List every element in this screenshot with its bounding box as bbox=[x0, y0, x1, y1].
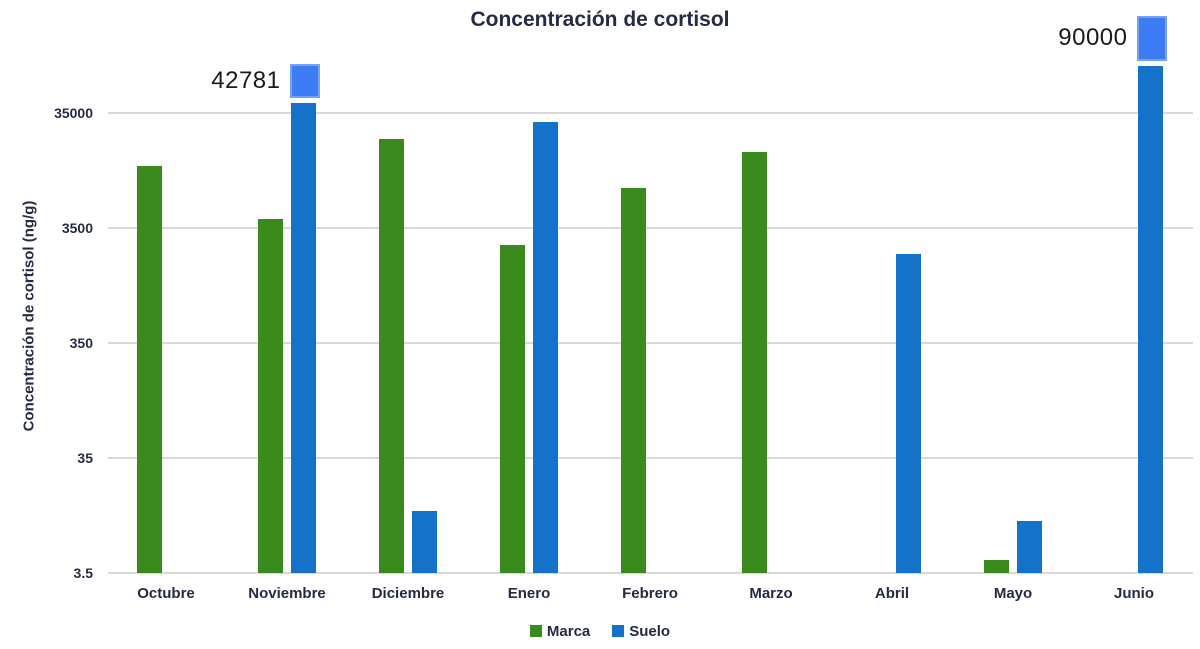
annotation-value-label: 90000 bbox=[1058, 24, 1128, 52]
bar-suelo-mayo bbox=[1017, 520, 1042, 573]
legend: Marca Suelo bbox=[0, 620, 1200, 642]
annotation-value-label: 42781 bbox=[211, 66, 281, 94]
x-axis-label: Diciembre bbox=[371, 585, 445, 602]
y-tick-label: 350 bbox=[69, 335, 93, 351]
bar-suelo-noviembre bbox=[291, 102, 316, 573]
legend-item-suelo: Suelo bbox=[612, 623, 670, 640]
chart-title: Concentración de cortisol bbox=[470, 8, 730, 31]
x-axis-label: Mayo bbox=[993, 585, 1033, 602]
gridline bbox=[108, 227, 1193, 229]
bar-marca-marzo bbox=[742, 152, 767, 573]
bar-marca-febrero bbox=[621, 187, 646, 573]
x-axis-label: Febrero bbox=[622, 585, 678, 602]
y-tick-label: 35000 bbox=[54, 105, 93, 121]
bar-marca-octubre bbox=[137, 166, 162, 573]
gridline bbox=[108, 457, 1193, 459]
x-axis-label: Marzo bbox=[749, 585, 793, 602]
gridline bbox=[108, 342, 1193, 344]
y-tick-label: 35 bbox=[77, 450, 93, 466]
x-axis-label: Enero bbox=[507, 585, 551, 602]
bar-suelo-diciembre bbox=[412, 511, 437, 573]
legend-swatch-suelo bbox=[612, 625, 625, 637]
bar-suelo-junio bbox=[1138, 65, 1163, 573]
y-tick-label: 3.5 bbox=[73, 565, 93, 581]
x-axis-label: Junio bbox=[1114, 585, 1154, 602]
x-axis-line bbox=[108, 572, 1193, 574]
x-axis-label: Octubre bbox=[137, 585, 195, 602]
legend-item-marca: Marca bbox=[529, 622, 591, 640]
y-tick-label: 3500 bbox=[61, 220, 93, 236]
legend-label: Suelo bbox=[629, 622, 671, 640]
bar-marca-mayo bbox=[984, 560, 1009, 573]
bar-marca-diciembre bbox=[379, 138, 404, 573]
bar-suelo-abril bbox=[896, 253, 921, 573]
legend-label: Marca bbox=[546, 622, 591, 640]
bar-marca-noviembre bbox=[258, 218, 283, 573]
bar-suelo-enero bbox=[533, 122, 558, 573]
x-axis-label: Noviembre bbox=[248, 585, 326, 602]
gridline bbox=[108, 112, 1193, 114]
x-axis-label: Abril bbox=[874, 585, 910, 602]
legend-swatch-marca bbox=[529, 625, 542, 637]
annotation-marker bbox=[1136, 15, 1167, 61]
bar-marca-enero bbox=[500, 244, 525, 573]
annotation-marker bbox=[289, 63, 320, 98]
